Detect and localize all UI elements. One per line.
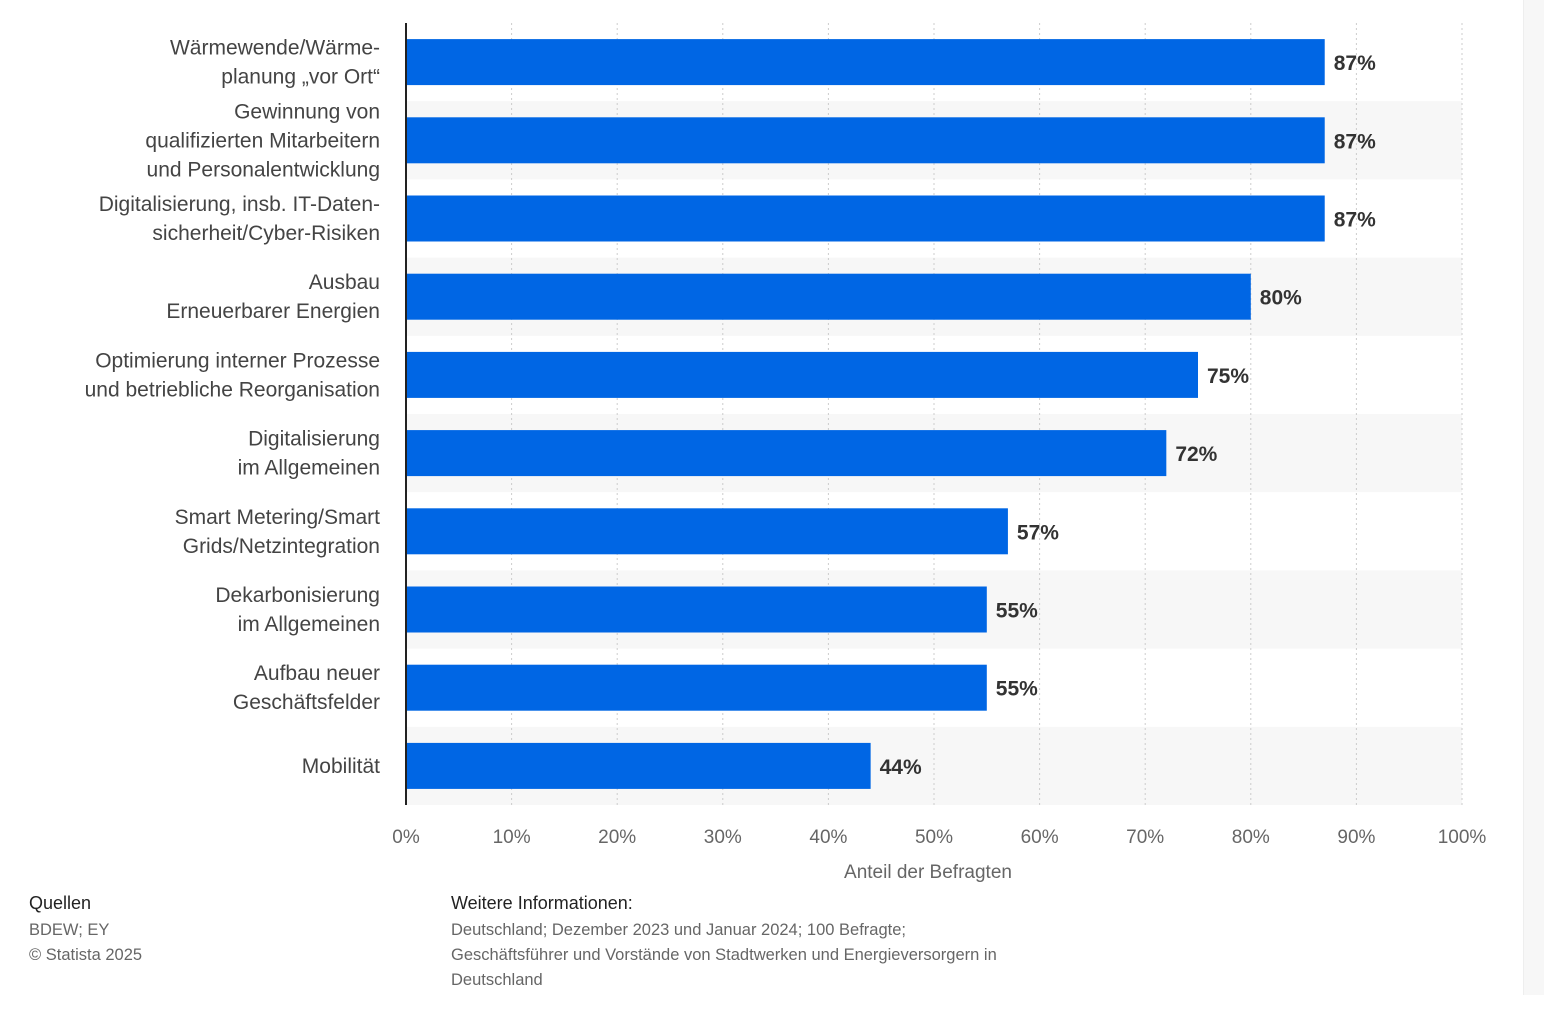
value-label: 87% xyxy=(1334,130,1376,153)
sources-heading: Quellen xyxy=(29,893,92,913)
bar xyxy=(406,351,1198,398)
category-label: Aufbau neuer Geschäftsfelder xyxy=(233,662,380,714)
value-label: 44% xyxy=(880,756,922,779)
x-tick-label: 10% xyxy=(493,827,531,848)
info-line: Geschäftsführer und Vorstände von Stadtw… xyxy=(451,946,997,964)
category-labels: Wärmewende/Wärme-planung „vor Ort“ Gewinn… xyxy=(85,37,381,778)
category-label-line: Ausbau xyxy=(309,271,380,294)
category-label: Optimierung interner Prozesse und betrieb… xyxy=(85,349,380,401)
x-tick-labels: 0% 10% 20% 30% 40% 50% 60% 70% 80% 90% 100% xyxy=(392,827,1486,848)
bar xyxy=(406,664,987,711)
category-label: Dekarbonisierung im Allgemeinen xyxy=(215,584,380,636)
bar xyxy=(406,586,987,633)
bar xyxy=(406,508,1008,555)
sources-block: Quellen BDEW; EY © Statista 2025 xyxy=(29,893,409,968)
x-tick-label: 20% xyxy=(598,827,636,848)
bar xyxy=(406,430,1167,477)
x-tick-label: 0% xyxy=(392,827,420,848)
category-label-line: Geschäftsfelder xyxy=(233,691,380,714)
category-label: Digitalisierung, insb. IT-Daten-sicherhe… xyxy=(99,193,380,245)
category-label-line: Aufbau neuer xyxy=(254,662,380,685)
x-axis-title: Anteil der Befragten xyxy=(844,862,1012,883)
x-tick-label: 40% xyxy=(809,827,847,848)
value-label: 80% xyxy=(1260,287,1302,310)
category-label-line: Erneuerbarer Energien xyxy=(166,300,380,323)
category-label-line: Digitalisierung, insb. IT-Daten- xyxy=(99,193,380,216)
value-label: 55% xyxy=(996,678,1038,701)
category-label-line: planung „vor Ort“ xyxy=(221,66,380,89)
category-label: Smart Metering/Smart Grids/Netzintegratio… xyxy=(175,506,381,558)
bar xyxy=(406,195,1325,242)
x-tick-label: 80% xyxy=(1232,827,1270,848)
bar xyxy=(406,117,1325,164)
value-label: 55% xyxy=(996,600,1038,623)
bar xyxy=(406,742,871,789)
x-tick-label: 30% xyxy=(704,827,742,848)
value-label: 87% xyxy=(1334,209,1376,232)
category-label: Ausbau Erneuerbarer Energien xyxy=(166,271,380,323)
value-label: 75% xyxy=(1207,365,1249,388)
category-label-line: Grids/Netzintegration xyxy=(183,535,380,558)
category-label-line: im Allgemeinen xyxy=(238,613,380,636)
bar xyxy=(406,273,1251,320)
bar xyxy=(406,39,1325,86)
value-label: 72% xyxy=(1175,443,1217,466)
category-label: Wärmewende/Wärme-planung „vor Ort“ xyxy=(170,37,380,89)
value-label: 87% xyxy=(1334,52,1376,75)
category-label-line: Dekarbonisierung xyxy=(215,584,380,607)
value-label: 57% xyxy=(1017,521,1059,544)
value-labels: 87% 87% 87% 80% 75% 72% 57% 55% 55% 44% xyxy=(880,52,1376,779)
scrollbar-track[interactable] xyxy=(1523,0,1544,995)
copyright-line: © Statista 2025 xyxy=(29,946,143,964)
category-label-line: Gewinnung von xyxy=(234,100,380,123)
category-label-line: Wärmewende/Wärme- xyxy=(170,37,380,60)
category-label-line: sicherheit/Cyber-Risiken xyxy=(152,222,380,245)
x-tick-label: 100% xyxy=(1438,827,1487,848)
category-label-line: im Allgemeinen xyxy=(238,457,380,480)
category-label-line: und betriebliche Reorganisation xyxy=(85,378,380,401)
info-line: Deutschland xyxy=(451,971,543,989)
info-heading: Weitere Informationen: xyxy=(451,893,633,913)
category-label: Gewinnung von qualifizierten Mitarbeitern… xyxy=(145,100,380,181)
sources-line: BDEW; EY xyxy=(29,921,110,939)
category-label-line: Optimierung interner Prozesse xyxy=(95,349,380,372)
category-label: Mobilität xyxy=(302,755,380,778)
category-label: Digitalisierung im Allgemeinen xyxy=(238,428,380,480)
bar-chart: 87% 87% 87% 80% 75% 72% 57% 55% 55% 44% Wärmewend… xyxy=(85,23,1486,883)
x-tick-label: 70% xyxy=(1126,827,1164,848)
category-label-line: qualifizierten Mitarbeitern xyxy=(145,129,380,152)
category-label-line: Smart Metering/Smart xyxy=(175,506,381,529)
info-line: Deutschland; Dezember 2023 und Januar 20… xyxy=(451,921,906,939)
x-tick-label: 50% xyxy=(915,827,953,848)
category-label-line: und Personalentwicklung xyxy=(147,158,380,181)
info-block: Weitere Informationen: Deutschland; Deze… xyxy=(451,893,1111,993)
x-tick-label: 90% xyxy=(1337,827,1375,848)
category-label-line: Mobilität xyxy=(302,755,380,778)
x-tick-label: 60% xyxy=(1021,827,1059,848)
category-label-line: Digitalisierung xyxy=(248,428,380,451)
bars xyxy=(406,39,1325,789)
